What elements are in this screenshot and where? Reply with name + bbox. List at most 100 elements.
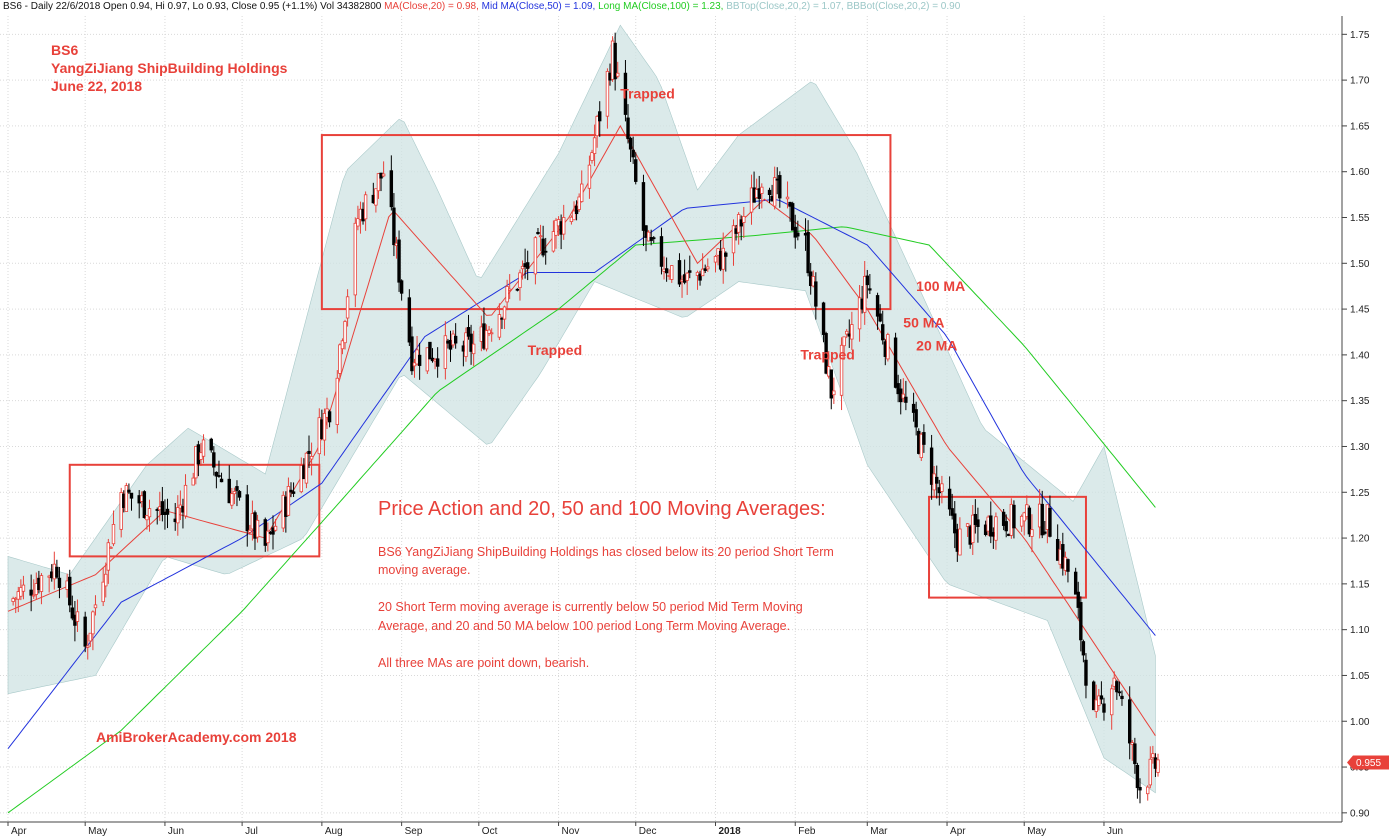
x-tick-label: May bbox=[88, 826, 107, 837]
candle bbox=[577, 193, 581, 212]
candle-body bbox=[590, 152, 594, 161]
header-bbtop: BBTop(Close,20,2) = 1.07, bbox=[726, 1, 844, 12]
candle-body bbox=[929, 447, 934, 485]
last-price-tag: 0.955 bbox=[1347, 755, 1389, 770]
header-ma50: Mid MA(Close,50) = 1.09, bbox=[481, 1, 596, 12]
candle-body bbox=[502, 306, 507, 320]
candle bbox=[363, 191, 368, 231]
candle-body bbox=[428, 341, 432, 360]
candle-body bbox=[520, 265, 525, 270]
candle-body bbox=[230, 493, 234, 506]
candle-body bbox=[922, 432, 926, 445]
candle-body bbox=[356, 218, 360, 227]
candle-body bbox=[634, 159, 638, 182]
candle bbox=[562, 204, 566, 240]
candle-body bbox=[286, 486, 291, 516]
title-line2: YangZiJiang ShipBuilding Holdings bbox=[51, 60, 288, 76]
candle bbox=[947, 476, 952, 516]
candle-body bbox=[1117, 691, 1122, 694]
candle bbox=[554, 218, 558, 249]
candle bbox=[533, 236, 538, 285]
candle-body bbox=[201, 439, 206, 457]
candle-body bbox=[652, 237, 656, 240]
trapped-label: Trapped bbox=[800, 346, 854, 362]
candle bbox=[101, 567, 105, 607]
candle bbox=[1115, 679, 1119, 700]
x-axis-ticks: Apr May Jun Jul Aug Sep Oct Nov Dec 2018 Feb Mar Apr… bbox=[7, 822, 1123, 837]
candle-body bbox=[1040, 503, 1044, 536]
candle bbox=[824, 331, 828, 375]
chart-info-header: BS6 - Daily 22/6/2018 Open 0.94, Hi 0.97… bbox=[3, 0, 960, 14]
candle-body bbox=[1097, 695, 1101, 706]
candle bbox=[39, 573, 44, 605]
header-info: BS6 - Daily 22/6/2018 Open 0.94, Hi 0.97… bbox=[3, 1, 382, 12]
candle-body bbox=[857, 297, 862, 330]
candle bbox=[209, 437, 213, 453]
candle-body bbox=[577, 196, 581, 210]
candle-body bbox=[101, 581, 105, 603]
candle-body bbox=[255, 519, 260, 538]
candle-body bbox=[507, 288, 512, 291]
y-tick-label: 1.25 bbox=[1350, 488, 1370, 499]
candle bbox=[307, 435, 311, 468]
candle bbox=[497, 303, 502, 341]
candle-body bbox=[698, 273, 702, 281]
y-tick-label: 1.10 bbox=[1350, 625, 1370, 636]
candle bbox=[487, 326, 491, 337]
candle-body bbox=[1138, 787, 1142, 791]
candle-body bbox=[93, 604, 98, 609]
candle-body bbox=[989, 515, 993, 537]
candle-body bbox=[505, 286, 509, 303]
candle bbox=[793, 214, 797, 249]
candle-body bbox=[1076, 591, 1080, 608]
candle-body bbox=[1156, 759, 1160, 773]
candle bbox=[628, 136, 633, 162]
candle bbox=[502, 305, 507, 330]
candle-body bbox=[935, 476, 939, 484]
candle bbox=[1027, 505, 1032, 537]
candle bbox=[466, 314, 471, 340]
candle-body bbox=[142, 491, 147, 519]
candle-body bbox=[881, 324, 885, 341]
candle bbox=[255, 514, 260, 543]
candle bbox=[286, 477, 291, 517]
candle-body bbox=[124, 485, 129, 512]
candle bbox=[935, 465, 939, 499]
candle bbox=[124, 482, 129, 512]
candle bbox=[273, 519, 278, 532]
candle bbox=[111, 510, 116, 547]
y-tick-label: 1.30 bbox=[1350, 442, 1370, 453]
candle bbox=[291, 482, 296, 498]
candle-body bbox=[742, 215, 746, 223]
candle-body bbox=[1001, 511, 1006, 526]
candle bbox=[93, 595, 98, 616]
candle bbox=[543, 237, 548, 265]
candle bbox=[641, 174, 646, 246]
candle-body bbox=[235, 486, 239, 491]
candle bbox=[700, 253, 705, 277]
candle bbox=[598, 101, 602, 137]
candle-body bbox=[248, 529, 252, 533]
candle-body bbox=[127, 489, 131, 493]
candle-body bbox=[796, 232, 800, 237]
candle bbox=[616, 61, 620, 79]
candle bbox=[471, 330, 476, 367]
candle-body bbox=[641, 182, 646, 231]
candle bbox=[811, 270, 815, 288]
candle bbox=[863, 260, 867, 325]
candle bbox=[1102, 697, 1106, 721]
y-tick-label: 1.20 bbox=[1350, 534, 1370, 545]
candle-body bbox=[484, 330, 489, 350]
candle-body bbox=[518, 272, 522, 289]
y-tick-label: 1.65 bbox=[1350, 121, 1370, 132]
last-price-value: 0.955 bbox=[1356, 758, 1381, 769]
candle-body bbox=[1135, 764, 1140, 789]
candle-body bbox=[832, 390, 836, 396]
candle-body bbox=[1061, 544, 1065, 569]
candle bbox=[806, 220, 810, 277]
candle bbox=[289, 482, 293, 498]
consolidation-box bbox=[928, 495, 1087, 599]
candle bbox=[953, 501, 957, 549]
candle bbox=[165, 498, 170, 529]
